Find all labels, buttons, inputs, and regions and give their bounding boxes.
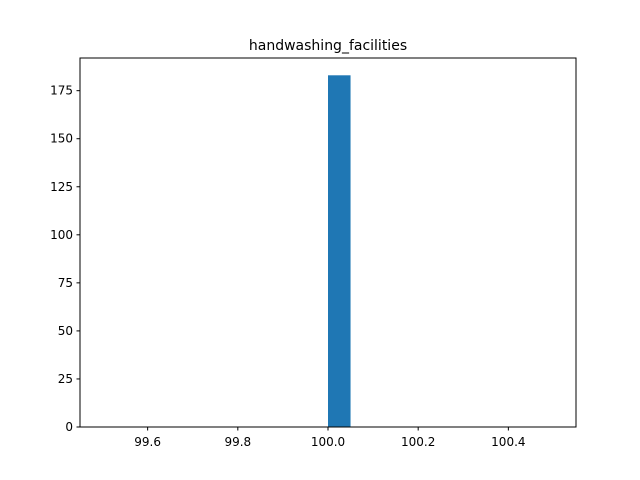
y-tick-label: 175 [50,84,73,98]
bars-group [328,75,351,427]
histogram-bar [328,75,351,427]
x-tick-label: 100.0 [311,435,345,449]
x-tick-label: 100.4 [491,435,525,449]
plot-frame [79,57,577,428]
y-tick-label: 100 [50,228,73,242]
y-tick-label: 0 [65,420,73,434]
y-axis-ticks: 0 25 50 75 100 125 150 175 [50,84,80,434]
chart-title: handwashing_facilities [249,38,407,54]
y-tick-label: 125 [50,180,73,194]
y-tick-label: 25 [58,372,73,386]
y-tick-label: 75 [58,276,73,290]
x-tick-label: 100.2 [401,435,435,449]
y-tick-label: 150 [50,132,73,146]
x-tick-label: 99.6 [134,435,161,449]
x-axis-ticks: 99.6 99.8 100.0 100.2 100.4 [134,427,526,449]
x-tick-label: 99.8 [224,435,251,449]
y-tick-label: 50 [58,324,73,338]
